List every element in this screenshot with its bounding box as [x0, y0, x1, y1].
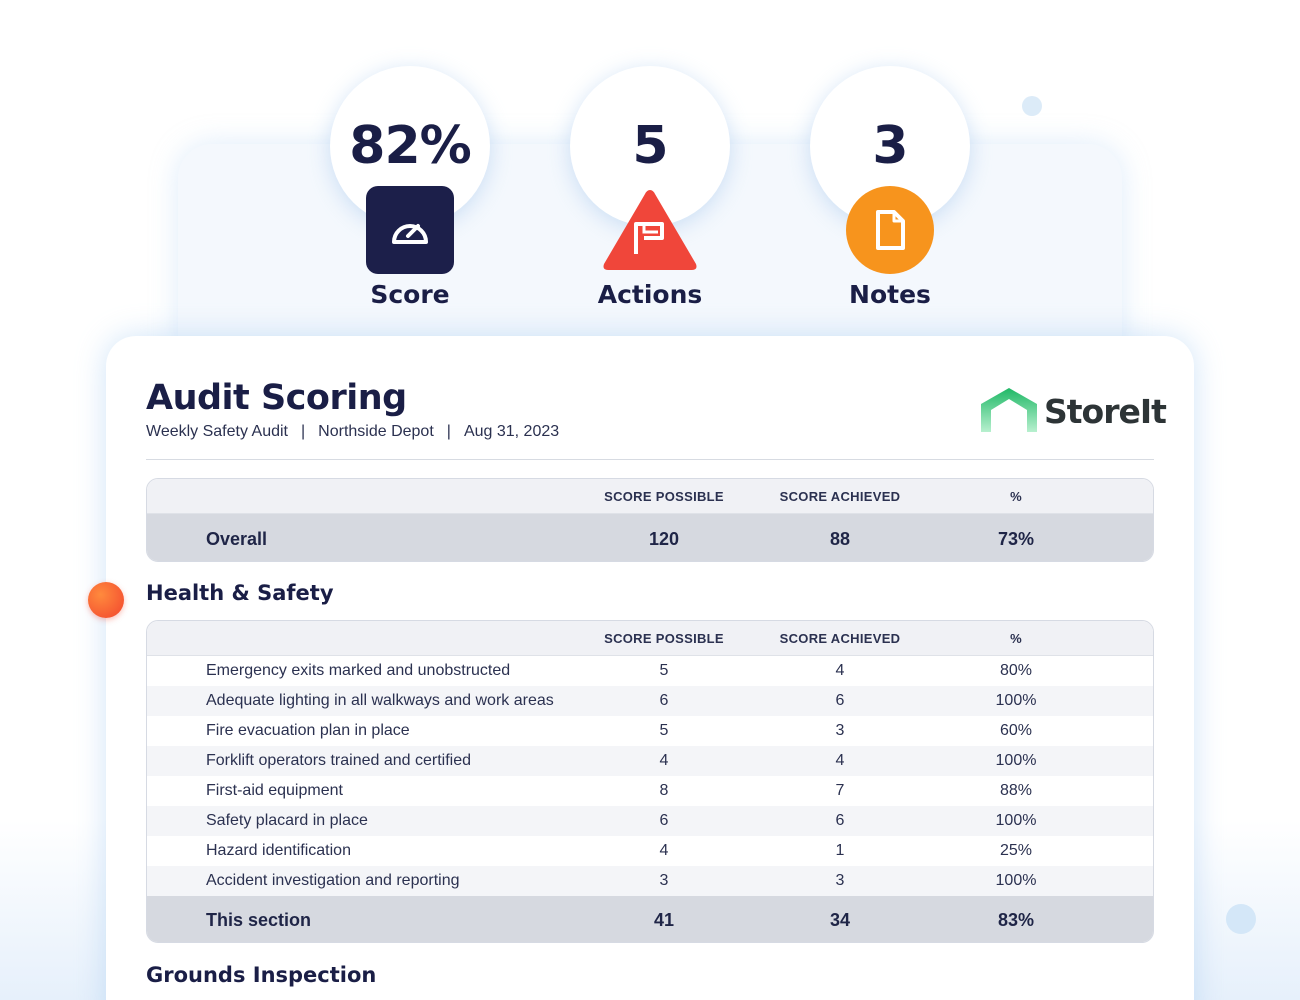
- score-label: Score: [370, 280, 450, 309]
- overall-row: Overall 120 88 73%: [147, 514, 1153, 561]
- actions-badge: [600, 186, 700, 274]
- row-possible: 8: [659, 782, 669, 799]
- row-percent: 60%: [999, 722, 1033, 739]
- row-percent: 100%: [995, 812, 1037, 829]
- overall-possible: 120: [648, 529, 680, 549]
- site-name: Northside Depot: [318, 423, 434, 440]
- decorative-dot: [1022, 96, 1042, 116]
- overall-achieved: 88: [829, 529, 851, 549]
- row-achieved: 3: [835, 722, 845, 739]
- row-achieved: 1: [835, 842, 845, 859]
- row-label: First-aid equipment: [206, 782, 343, 799]
- actions-stat[interactable]: 5 Actions: [550, 66, 750, 309]
- table-row: Emergency exits marked and unobstructed …: [147, 656, 1153, 686]
- page-title: Audit Scoring: [146, 378, 407, 418]
- col-score-achieved: SCORE ACHIEVED: [779, 489, 901, 504]
- divider: [146, 459, 1154, 460]
- table-row: Safety placard in place 6 6 100%: [147, 806, 1153, 836]
- total-label: This section: [206, 910, 312, 930]
- row-achieved: 6: [835, 692, 845, 709]
- row-label: Emergency exits marked and unobstructed: [206, 662, 511, 679]
- brand-logo-text: StoreIt: [1044, 392, 1167, 431]
- col-percent: %: [1010, 489, 1022, 504]
- score-value: 82%: [349, 116, 471, 176]
- row-achieved: 7: [835, 782, 845, 799]
- score-stat[interactable]: 82% Score: [310, 66, 510, 309]
- audit-date: Aug 31, 2023: [463, 423, 560, 440]
- overall-table: SCORE POSSIBLE SCORE ACHIEVED % Overall …: [146, 478, 1154, 562]
- row-possible: 5: [659, 722, 669, 739]
- score-badge: [366, 186, 454, 274]
- col-score-possible: SCORE POSSIBLE: [604, 489, 724, 504]
- row-label: Fire evacuation plan in place: [206, 722, 410, 739]
- table-header: SCORE POSSIBLE SCORE ACHIEVED %: [147, 479, 1153, 514]
- section-title-health-safety: Health & Safety: [146, 581, 334, 605]
- col-score-achieved: SCORE ACHIEVED: [779, 631, 901, 646]
- notes-value: 3: [872, 116, 908, 176]
- row-label: Hazard identification: [206, 842, 351, 859]
- notes-stat[interactable]: 3 Notes: [790, 66, 990, 309]
- row-percent: 100%: [995, 692, 1037, 709]
- row-achieved: 6: [835, 812, 845, 829]
- table-row: Fire evacuation plan in place 5 3 60%: [147, 716, 1153, 746]
- total-achieved: 34: [829, 910, 851, 930]
- actions-value: 5: [632, 116, 668, 176]
- audit-report-card: Audit Scoring Weekly Safety Audit | Norths…: [106, 336, 1194, 1000]
- row-possible: 4: [659, 842, 669, 859]
- section-title-grounds-inspection: Grounds Inspection: [146, 963, 377, 987]
- notes-label: Notes: [849, 280, 931, 309]
- decorative-dot: [1226, 904, 1256, 934]
- house-roof-icon: [981, 388, 1037, 432]
- table-row: Forklift operators trained and certified…: [147, 746, 1153, 776]
- row-possible: 6: [659, 812, 669, 829]
- gauge-icon: [392, 224, 428, 244]
- actions-label: Actions: [597, 280, 703, 309]
- overall-percent: 73%: [997, 529, 1035, 549]
- table-row: Hazard identification 4 1 25%: [147, 836, 1153, 866]
- section-total-row: This section 41 34 83%: [147, 896, 1153, 942]
- row-possible: 5: [659, 662, 669, 679]
- total-possible: 41: [653, 910, 675, 930]
- brand-logo: StoreIt: [978, 384, 1167, 436]
- row-percent: 88%: [999, 782, 1033, 799]
- row-achieved: 3: [835, 872, 845, 889]
- row-percent: 100%: [995, 872, 1037, 889]
- table-body: Emergency exits marked and unobstructed …: [147, 656, 1153, 896]
- table-row: First-aid equipment 8 7 88%: [147, 776, 1153, 806]
- row-percent: 100%: [995, 752, 1037, 769]
- meta-separator: |: [446, 423, 451, 440]
- row-possible: 3: [659, 872, 669, 889]
- row-label: Forklift operators trained and certified: [206, 752, 472, 769]
- health-safety-table: SCORE POSSIBLE SCORE ACHIEVED % Emergenc…: [146, 620, 1154, 943]
- row-percent: 80%: [999, 662, 1033, 679]
- row-label: Adequate lighting in all walkways and wo…: [206, 692, 554, 709]
- row-possible: 6: [659, 692, 669, 709]
- row-percent: 25%: [999, 842, 1033, 859]
- table-header: SCORE POSSIBLE SCORE ACHIEVED %: [147, 621, 1153, 656]
- total-percent: 83%: [997, 910, 1035, 930]
- audit-name: Weekly Safety Audit: [146, 423, 288, 440]
- notes-badge: [846, 186, 934, 274]
- table-row: Accident investigation and reporting 3 3…: [147, 866, 1153, 896]
- col-percent: %: [1010, 631, 1022, 646]
- flag-icon: [603, 190, 697, 270]
- document-icon: [876, 210, 905, 250]
- row-achieved: 4: [835, 752, 845, 769]
- overall-label: Overall: [206, 529, 268, 549]
- row-label: Accident investigation and reporting: [206, 872, 460, 889]
- meta-separator: |: [301, 423, 306, 440]
- section-marker-dot: [88, 582, 124, 618]
- table-row: Adequate lighting in all walkways and wo…: [147, 686, 1153, 716]
- col-score-possible: SCORE POSSIBLE: [604, 631, 724, 646]
- row-label: Safety placard in place: [206, 812, 368, 829]
- row-possible: 4: [659, 752, 669, 769]
- report-meta: Weekly Safety Audit | Northside Depot | Aug …: [146, 423, 559, 441]
- row-achieved: 4: [835, 662, 845, 679]
